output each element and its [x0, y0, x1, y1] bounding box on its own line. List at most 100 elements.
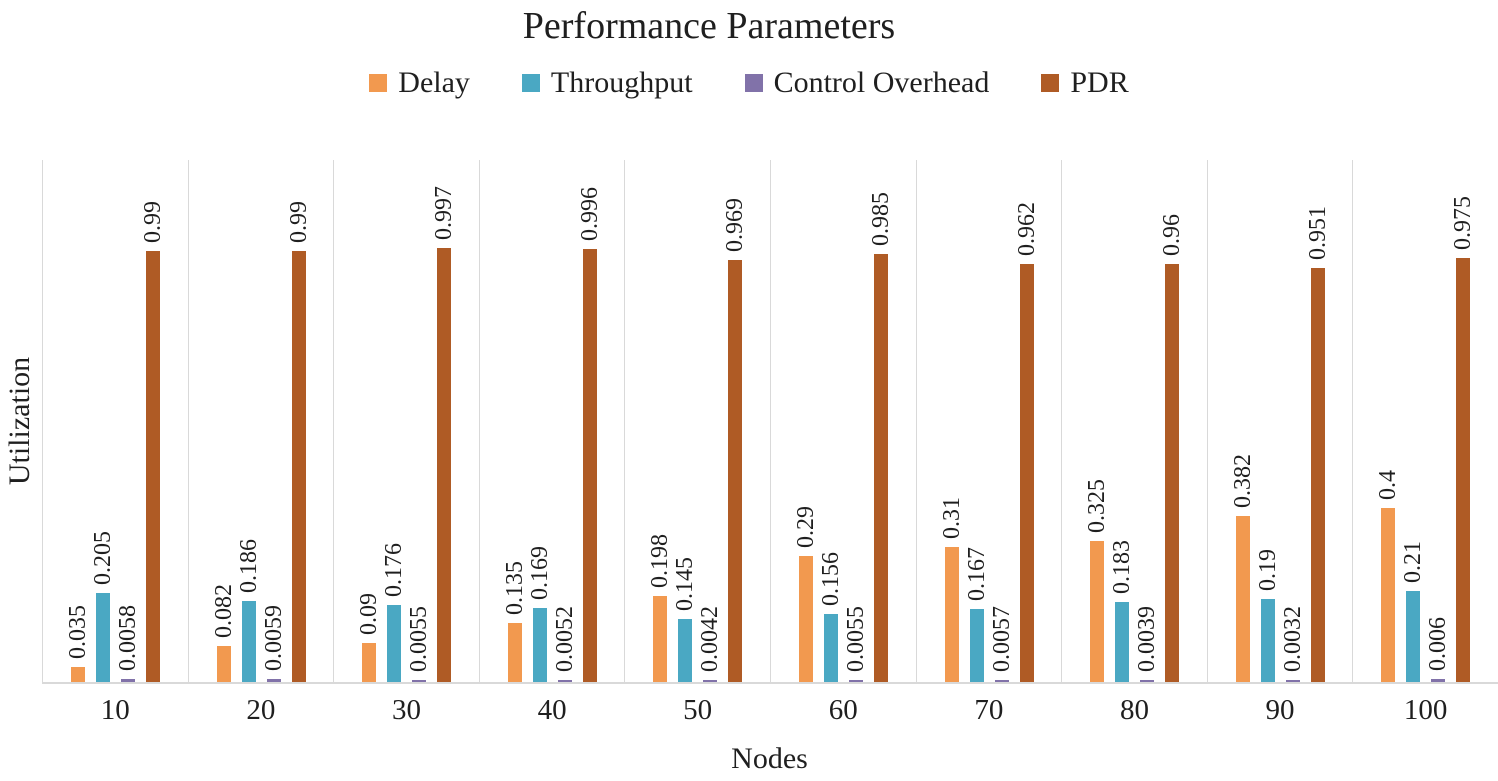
y-axis-title: Utilization [3, 356, 36, 486]
bar-delay [71, 667, 85, 682]
legend-swatch-icon [744, 74, 763, 92]
bar-label-control-overhead: 0.006 [1425, 617, 1452, 671]
bar-delay [507, 623, 522, 682]
bar-label-control-overhead: 0.0057 [988, 606, 1015, 672]
x-tick-label: 20 [246, 694, 276, 726]
category-group-90: 0.382 0.19 0.0032 0.951 90 [1208, 160, 1354, 726]
bar-label-delay: 0.31 [938, 497, 965, 539]
category-group-70: 0.31 0.167 0.0057 0.962 70 [917, 160, 1063, 726]
legend-swatch-icon [1041, 74, 1060, 92]
bar-pdr [873, 254, 888, 682]
bar-label-delay: 0.4 [1375, 470, 1402, 500]
bar-control-overhead [1431, 679, 1446, 682]
legend-swatch-icon [369, 74, 388, 92]
legend-item-delay: Delay [369, 66, 470, 100]
bar-control-overhead [703, 680, 718, 682]
x-tick-label: 30 [391, 694, 421, 726]
bar-pdr [291, 251, 306, 682]
bar-label-delay: 0.09 [356, 593, 383, 635]
bar-label-delay: 0.035 [65, 605, 91, 659]
legend-label: Control Overhead [773, 66, 990, 99]
bar-label-control-overhead: 0.0032 [1279, 606, 1306, 672]
bar-label-delay: 0.325 [1084, 479, 1111, 533]
legend-item-pdr: PDR [1041, 66, 1129, 100]
category-group-100: 0.4 0.21 0.006 0.975 100 [1353, 160, 1498, 726]
legend-label: Throughput [550, 66, 693, 99]
bar-delay [216, 646, 231, 682]
legend-label: Delay [398, 66, 470, 99]
bar-delay [1381, 508, 1396, 682]
bar-label-throughput: 0.186 [235, 539, 262, 593]
bar-control-overhead [1140, 680, 1155, 682]
bar-label-pdr: 0.96 [1159, 214, 1186, 256]
bar-label-delay: 0.135 [501, 561, 528, 615]
x-tick-label: 70 [974, 694, 1004, 726]
x-tick-label: 40 [537, 694, 567, 726]
bar-label-pdr: 0.985 [867, 192, 894, 246]
bar-label-throughput: 0.169 [526, 546, 553, 600]
bar-pdr [146, 251, 160, 682]
bar-delay [1235, 516, 1250, 682]
category-group-60: 0.29 0.156 0.0055 0.985 60 [771, 160, 917, 726]
bar-label-throughput: 0.19 [1254, 549, 1281, 591]
bar-label-pdr: 0.951 [1304, 206, 1331, 260]
bar-label-throughput: 0.156 [817, 552, 844, 606]
bar-throughput [1406, 591, 1421, 682]
chart-title: Performance Parameters [522, 5, 896, 47]
bar-label-delay: 0.198 [647, 534, 674, 588]
bar-throughput [387, 605, 402, 682]
bar-label-pdr: 0.996 [576, 187, 603, 241]
bar-label-control-overhead: 0.0058 [115, 605, 141, 671]
bar-control-overhead [412, 680, 427, 682]
bar-label-control-overhead: 0.0059 [260, 605, 287, 671]
bar-label-delay: 0.382 [1229, 454, 1256, 508]
legend-item-control-overhead: Control Overhead [744, 66, 990, 100]
x-tick-label: 80 [1119, 694, 1149, 726]
bar-throughput [1115, 602, 1130, 682]
x-axis-title: Nodes [731, 742, 808, 775]
bar-throughput [969, 609, 984, 682]
bar-throughput [823, 614, 838, 682]
bar-control-overhead [994, 680, 1009, 682]
bar-label-pdr: 0.99 [285, 201, 312, 243]
bar-label-control-overhead: 0.0039 [1134, 606, 1161, 672]
bar-throughput [678, 619, 693, 682]
bar-label-throughput: 0.145 [672, 557, 699, 611]
bar-delay [798, 556, 813, 682]
bar-label-throughput: 0.21 [1400, 541, 1427, 583]
bar-control-overhead [848, 680, 863, 682]
bar-pdr [1165, 264, 1180, 682]
legend: Delay Throughput Control Overhead PDR [0, 66, 1498, 100]
bar-label-throughput: 0.205 [90, 531, 116, 585]
bar-label-control-overhead: 0.0042 [697, 606, 724, 672]
x-tick-label: 50 [683, 694, 713, 726]
bar-control-overhead [266, 679, 281, 682]
plot-area: 0.035 0.205 0.0058 0.99 10 0.082 0.186 0.0059 0.… [42, 160, 1498, 726]
bar-delay [944, 547, 959, 682]
bar-label-pdr: 0.969 [722, 198, 749, 252]
bar-pdr [728, 260, 743, 682]
bar-pdr [1019, 264, 1034, 682]
bar-label-pdr: 0.975 [1450, 196, 1477, 250]
bar-pdr [582, 249, 597, 682]
bar-control-overhead [1285, 680, 1300, 682]
bar-throughput [96, 593, 110, 682]
bar-label-control-overhead: 0.0052 [551, 606, 578, 672]
bar-control-overhead [557, 680, 572, 682]
bar-throughput [241, 601, 256, 682]
bar-label-delay: 0.29 [792, 506, 819, 548]
category-group-80: 0.325 0.183 0.0039 0.96 80 [1062, 160, 1208, 726]
legend-label: PDR [1070, 66, 1129, 99]
x-tick-label: 60 [828, 694, 858, 726]
bar-delay [1090, 541, 1105, 682]
bar-throughput [1260, 599, 1275, 682]
category-group-30: 0.09 0.176 0.0055 0.997 30 [334, 160, 480, 726]
category-group-50: 0.198 0.145 0.0042 0.969 50 [625, 160, 771, 726]
bar-label-pdr: 0.99 [140, 201, 166, 243]
bar-delay [653, 596, 668, 682]
bar-label-pdr: 0.997 [431, 186, 458, 240]
category-group-20: 0.082 0.186 0.0059 0.99 20 [189, 160, 335, 726]
bar-label-control-overhead: 0.0055 [842, 606, 869, 672]
bar-control-overhead [121, 679, 135, 682]
